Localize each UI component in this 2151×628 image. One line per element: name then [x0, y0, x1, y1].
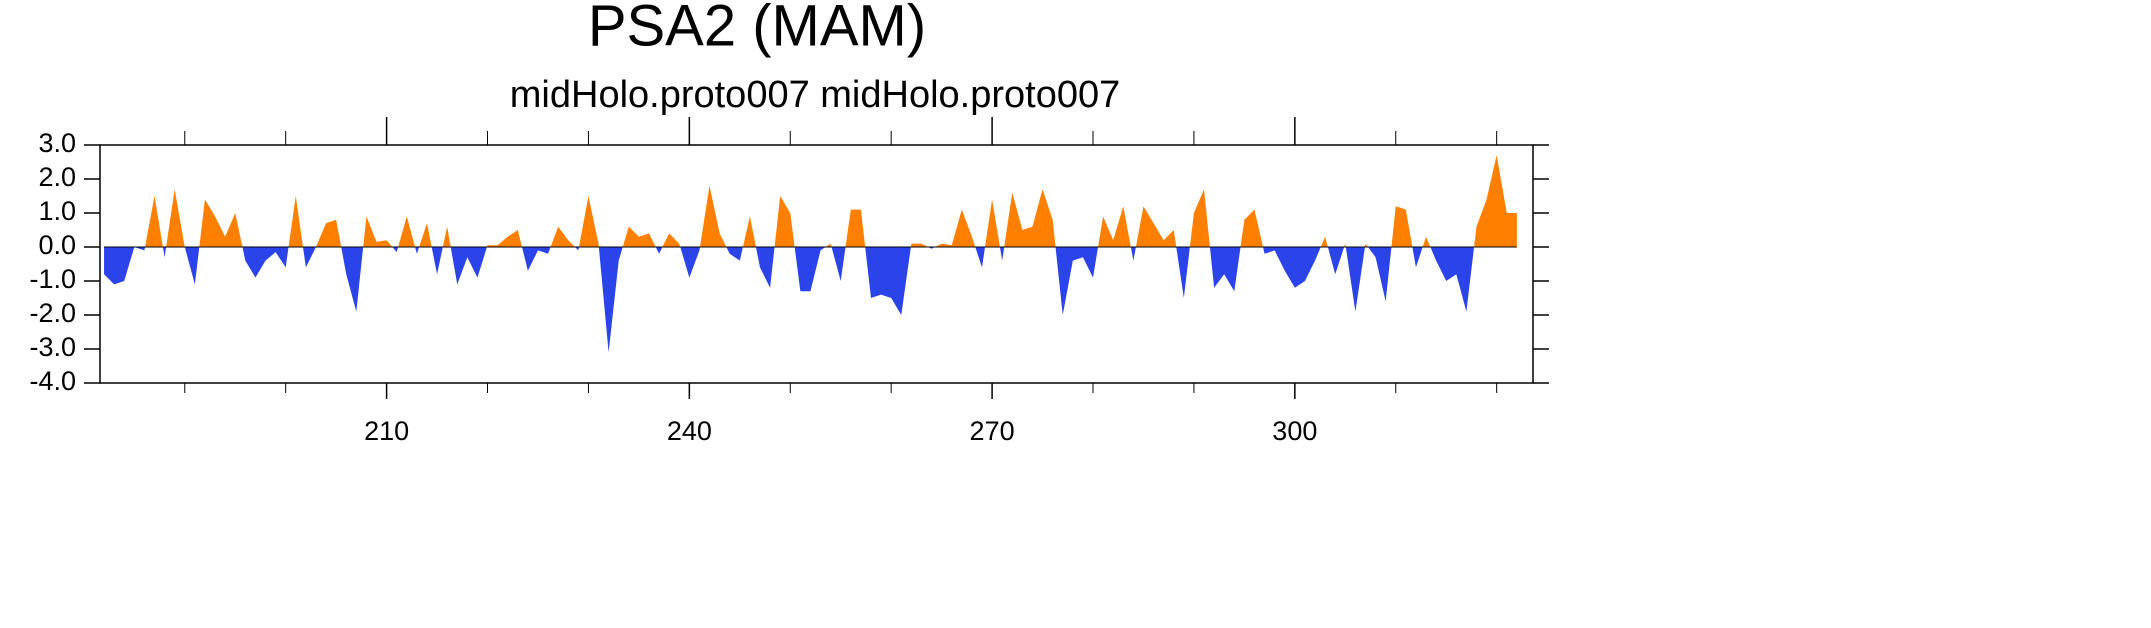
y-tick-label: 2.0	[38, 162, 76, 192]
x-tick-label: 270	[970, 416, 1015, 446]
chart-title: PSA2 (MAM)	[588, 0, 926, 58]
y-tick-label: 0.0	[38, 230, 76, 260]
x-tick-label: 300	[1272, 416, 1317, 446]
area-below	[104, 247, 1517, 353]
x-tick-label: 210	[364, 416, 409, 446]
plot-frame	[99, 144, 1534, 384]
y-tick-label: -1.0	[29, 264, 76, 294]
chart-subtitle: midHolo.proto007 midHolo.proto007	[510, 74, 1120, 116]
y-tick-label: -3.0	[29, 332, 76, 362]
x-tick-label: 240	[667, 416, 712, 446]
y-tick-label: -4.0	[29, 366, 76, 396]
y-tick-label: -2.0	[29, 298, 76, 328]
y-tick-label: 3.0	[38, 128, 76, 158]
y-tick-label: 1.0	[38, 196, 76, 226]
